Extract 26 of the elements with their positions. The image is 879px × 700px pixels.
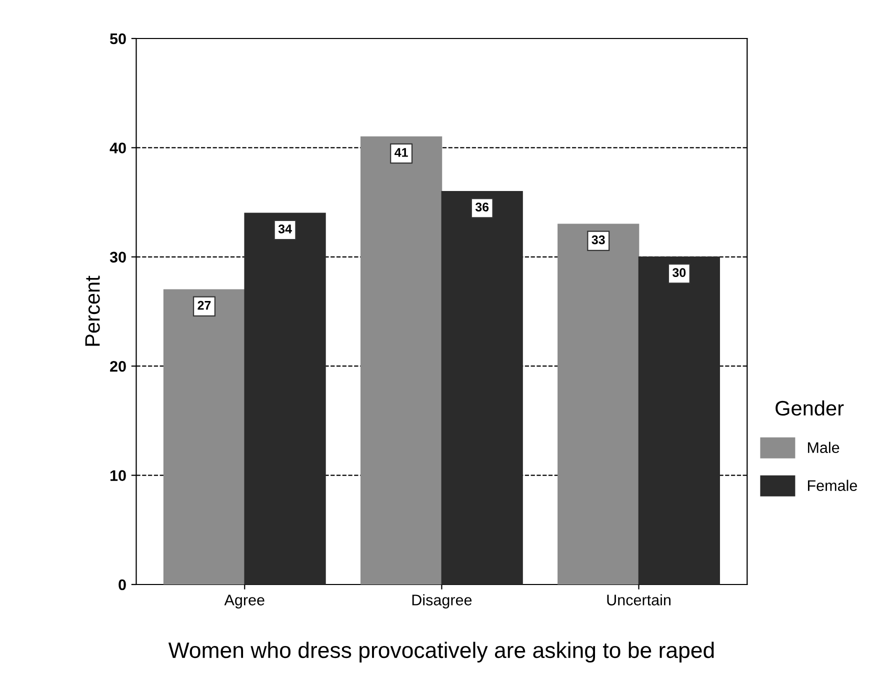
y-axis-title: Percent bbox=[85, 276, 100, 346]
x-axis-title: Women who dress provocatively are asking to be raped bbox=[168, 642, 714, 663]
bar bbox=[163, 289, 246, 584]
bar bbox=[558, 224, 640, 584]
bar bbox=[441, 190, 523, 584]
data-label: 27 bbox=[198, 300, 211, 310]
x-tick-label: Uncertain bbox=[607, 594, 670, 606]
data-label: 34 bbox=[278, 224, 292, 234]
x-tick-label: Agree bbox=[224, 594, 264, 608]
y-tick-label: 20 bbox=[110, 360, 126, 372]
bar bbox=[244, 212, 326, 584]
x-tick-label: Disagree bbox=[412, 594, 472, 608]
y-tick-label: 0 bbox=[118, 579, 126, 590]
y-tick-label: 10 bbox=[110, 470, 126, 481]
y-tick-label: 40 bbox=[110, 142, 126, 154]
legend-label: Female bbox=[808, 480, 857, 492]
data-label: 36 bbox=[475, 202, 489, 212]
bar bbox=[360, 136, 442, 584]
data-label: 41 bbox=[394, 148, 408, 157]
bar bbox=[638, 256, 720, 584]
y-tick-label: 50 bbox=[110, 33, 126, 44]
legend-title: Gender bbox=[776, 400, 844, 416]
legend-label: Male bbox=[808, 442, 840, 454]
data-label: 33 bbox=[592, 235, 605, 244]
data-label: 30 bbox=[672, 268, 686, 278]
y-tick-label: 30 bbox=[110, 252, 126, 263]
